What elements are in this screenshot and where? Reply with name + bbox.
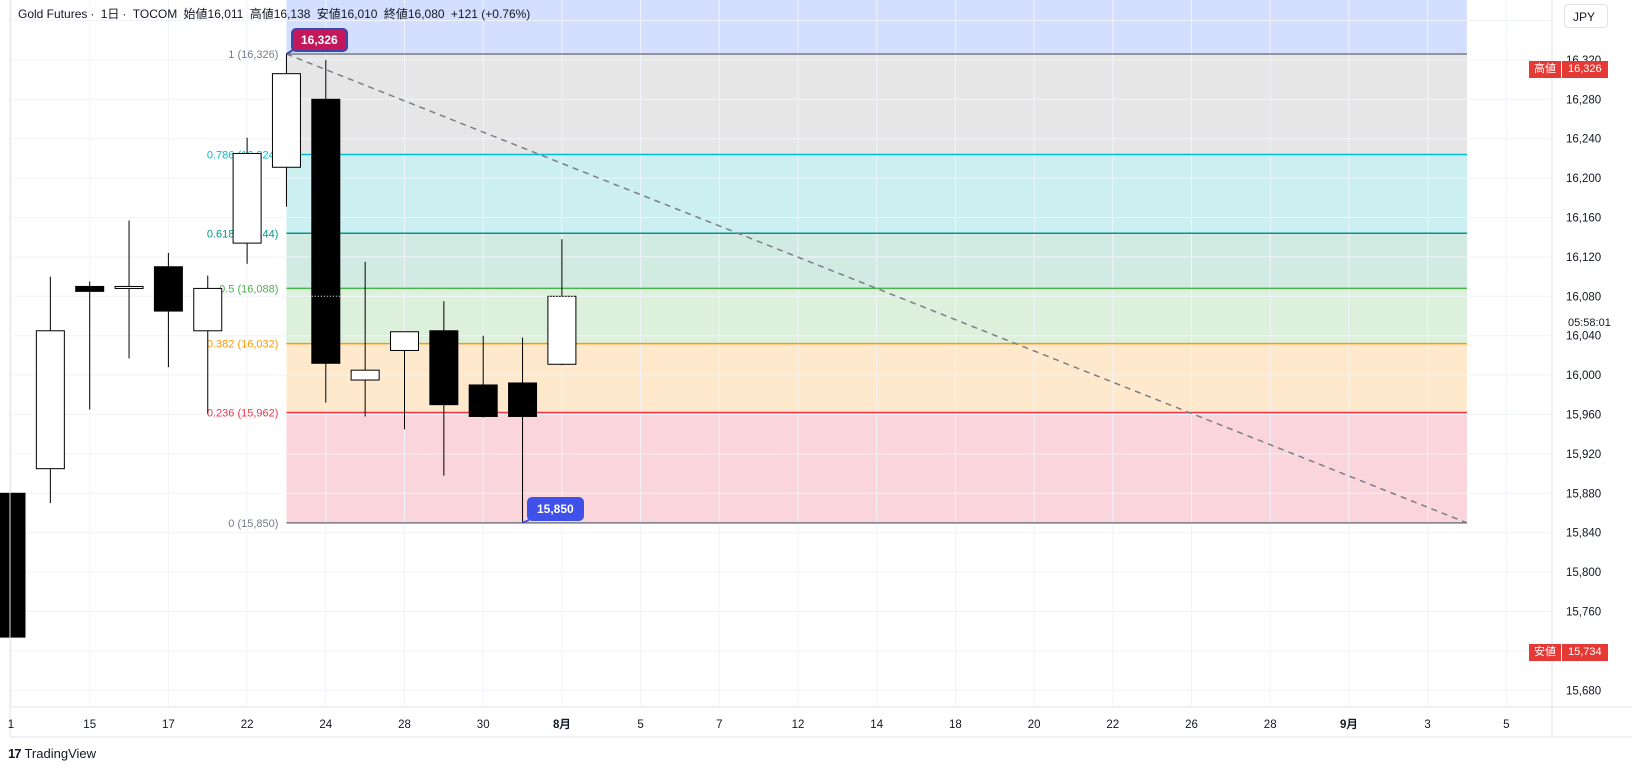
candle-body xyxy=(429,330,459,406)
time-tick-label: 22 xyxy=(241,719,254,731)
time-tick-label: 24 xyxy=(319,719,332,731)
candle-body xyxy=(35,330,65,470)
time-tick-label: 30 xyxy=(477,719,490,731)
price-tick-label: 16,160 xyxy=(1566,213,1601,225)
fib-level-label: 0.236 (15,962) xyxy=(207,408,279,420)
candle-body xyxy=(75,285,105,292)
fib-trend-line xyxy=(286,53,1468,524)
candle-body xyxy=(508,382,538,417)
time-tick-label: 8月 xyxy=(553,718,571,731)
ohlc-change: +121 (+0.76%) xyxy=(450,7,531,21)
time-tick-label: 15 xyxy=(83,719,96,731)
high-tag-value: 16,326 xyxy=(1562,61,1608,78)
candle-body xyxy=(271,73,301,168)
candle-body xyxy=(114,285,144,289)
tradingview-brand[interactable]: 17 TradingView xyxy=(8,746,96,761)
tradingview-logo-icon: 17 xyxy=(8,746,22,761)
price-tick-label: 15,920 xyxy=(1566,449,1601,461)
price-tick-label: 16,240 xyxy=(1566,134,1601,146)
time-tick-label: 3 xyxy=(1424,719,1430,731)
price-tick-label: 15,800 xyxy=(1566,567,1601,579)
price-tick-label: 15,880 xyxy=(1566,488,1601,500)
high-tag-key: 高値 xyxy=(1529,61,1561,78)
ohlc-low: 安値16,010 xyxy=(316,7,378,21)
ohlc-close: 終値16,080 xyxy=(383,7,445,21)
bar-countdown: 05:58:01 xyxy=(1568,317,1611,329)
time-tick-label: 5 xyxy=(1503,719,1509,731)
candle-body xyxy=(350,369,380,381)
candle-body xyxy=(468,384,498,417)
candle-body xyxy=(153,266,183,312)
time-tick-label: 9月 xyxy=(1340,718,1358,731)
price-tick-label: 16,120 xyxy=(1566,252,1601,264)
symbol-header: Gold Futures · 1日 · TOCOM 始値16,011 高値16,13… xyxy=(18,7,531,21)
price-tick-label: 15,680 xyxy=(1566,685,1601,697)
high-price-marker[interactable]: 16,326 xyxy=(293,30,346,50)
price-tick-label: 15,760 xyxy=(1566,607,1601,619)
time-tick-label: 17 xyxy=(162,719,175,731)
time-tick-label: 14 xyxy=(870,719,883,731)
ohlc-open: 始値16,011 xyxy=(183,7,244,21)
price-tick-label: 16,280 xyxy=(1566,94,1601,106)
low-price-tag: 安値 15,734 xyxy=(1529,644,1608,661)
time-tick-label: 7 xyxy=(716,719,722,731)
price-tick-label: 16,040 xyxy=(1566,331,1601,343)
price-tick-label: 16,080 xyxy=(1566,291,1601,303)
interval[interactable]: 1日 xyxy=(100,7,120,21)
symbol-name[interactable]: Gold Futures xyxy=(18,7,88,21)
currency-selector[interactable]: JPY xyxy=(1564,4,1608,28)
low-price-marker[interactable]: 15,850 xyxy=(529,499,582,519)
price-tick-label: 15,840 xyxy=(1566,528,1601,540)
low-tag-value: 15,734 xyxy=(1562,644,1608,661)
time-tick-label: 28 xyxy=(398,719,411,731)
candle-body xyxy=(232,152,262,244)
fib-level-label: 0.382 (16,032) xyxy=(207,339,279,351)
time-tick-label: 1 xyxy=(8,719,14,731)
time-tick-label: 5 xyxy=(637,719,643,731)
ohlc-high: 高値16,138 xyxy=(249,7,311,21)
price-tick-label: 15,960 xyxy=(1566,410,1601,422)
low-marker-pointer xyxy=(522,519,530,524)
price-tick-label: 16,000 xyxy=(1566,370,1601,382)
time-tick-label: 28 xyxy=(1264,719,1277,731)
candle-body xyxy=(547,295,577,365)
brand-name: TradingView xyxy=(24,746,97,761)
fib-level-label: 0.5 (16,088) xyxy=(219,283,278,295)
high-price-tag: 高値 16,326 xyxy=(1529,61,1608,78)
time-tick-label: 12 xyxy=(792,719,805,731)
fib-level-label: 0 (15,850) xyxy=(228,518,278,530)
candle-body xyxy=(311,98,341,364)
candle-body xyxy=(390,331,419,351)
time-tick-label: 20 xyxy=(1028,719,1041,731)
high-marker-pointer xyxy=(285,49,294,55)
fib-level-label: 1 (16,326) xyxy=(228,49,278,61)
time-tick-label: 18 xyxy=(949,719,962,731)
exchange: TOCOM xyxy=(132,7,178,21)
time-tick-label: 22 xyxy=(1106,719,1119,731)
time-tick-label: 26 xyxy=(1185,719,1198,731)
candle-body xyxy=(193,287,223,332)
candle-body xyxy=(0,492,26,638)
low-tag-key: 安値 xyxy=(1529,644,1561,661)
price-tick-label: 16,200 xyxy=(1566,173,1601,185)
